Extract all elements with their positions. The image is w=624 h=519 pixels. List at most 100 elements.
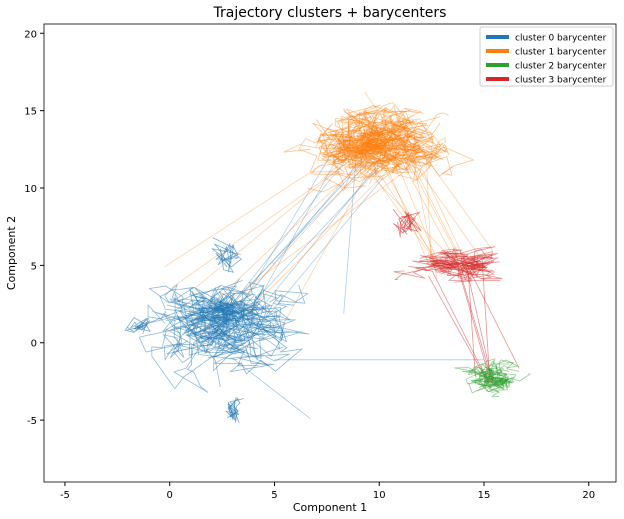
cluster-1-link: [394, 147, 462, 272]
cluster-1-link: [222, 137, 391, 321]
cluster-1-link: [367, 155, 441, 266]
cluster-3-trajectory: [394, 261, 496, 281]
cluster-1-trajectory: [356, 134, 425, 172]
cluster-1-trajectory: [283, 144, 386, 162]
cluster-1-link: [363, 91, 480, 256]
cluster-1-trajectory: [386, 112, 428, 161]
cluster-2-trajectory: [465, 373, 498, 388]
cluster-2-trajectory: [482, 378, 509, 389]
cluster-1-trajectory: [367, 120, 406, 150]
cluster-0-trajectory: [245, 310, 281, 335]
cluster-0-trajectory: [181, 300, 236, 332]
cluster-2-trajectory: [478, 366, 531, 382]
x-tick-label: 15: [478, 490, 491, 501]
x-axis-label: Component 1: [293, 501, 367, 514]
cluster-1-link: [202, 142, 445, 321]
cluster-1-trajectory: [324, 105, 399, 165]
cluster-0-link: [343, 144, 358, 314]
cluster-0-trajectory: [164, 284, 204, 311]
cluster-1-trajectory: [381, 107, 424, 152]
cluster-1-trajectory: [315, 119, 386, 146]
cluster-1-trajectory: [329, 123, 388, 158]
cluster-0-link: [217, 142, 339, 345]
cluster-0-trajectory: [218, 315, 286, 355]
cluster-0-link: [213, 151, 353, 328]
x-tick-label: 0: [167, 490, 173, 501]
cluster-1-trajectory: [426, 137, 475, 177]
y-tick-label: 0: [31, 339, 37, 350]
cluster-1-trajectory: [350, 119, 412, 156]
cluster-1-link: [194, 134, 380, 289]
legend-label: cluster 2 barycenter: [515, 62, 607, 72]
cluster-1-trajectory: [312, 122, 346, 162]
cluster-0-link: [250, 177, 384, 338]
y-axis-label: Component 2: [5, 216, 18, 290]
cluster-1-trajectory: [360, 110, 412, 147]
cluster-0-link: [243, 137, 349, 328]
cluster-1-trajectory: [353, 125, 406, 162]
x-tick-label: 10: [373, 490, 386, 501]
cluster-1-trajectory: [397, 117, 429, 150]
cluster-1-trajectory: [336, 108, 396, 142]
cluster-1-trajectory: [332, 150, 368, 177]
cluster-2-trajectory: [479, 370, 500, 397]
cluster-1-trajectory: [394, 122, 442, 162]
cluster-0-trajectory: [214, 243, 235, 273]
cluster-1-trajectory: [322, 121, 395, 159]
plot-frame: [43, 23, 617, 483]
cluster-1-link: [169, 130, 394, 290]
cluster-1-trajectory: [359, 119, 415, 148]
cluster-0-trajectory: [238, 285, 309, 319]
cluster-3-link: [465, 265, 494, 383]
cluster-1-trajectory: [361, 124, 400, 164]
cluster-1-trajectory: [344, 135, 425, 179]
cluster-0-trajectory: [127, 317, 148, 333]
axis-ticks: -5 0 5 10 15 20 -5 0 5 10 15 20: [24, 29, 595, 501]
cluster-0-trajectory: [169, 316, 271, 347]
cluster-3-trajectory: [437, 246, 496, 261]
cluster-0-trajectory: [230, 334, 281, 367]
cluster-1-trajectory: [379, 137, 444, 170]
cluster-1-trajectory: [347, 142, 401, 172]
cluster-1-trajectory: [362, 120, 418, 157]
cluster-1-trajectory: [357, 137, 390, 154]
cluster-1-trajectory: [316, 134, 374, 189]
cluster-1-trajectory: [322, 130, 415, 170]
cluster-1-link: [426, 160, 432, 267]
cluster-0-trajectory: [147, 304, 182, 359]
cluster-1-trajectory: [298, 137, 356, 175]
cluster-0-trajectory: [224, 406, 240, 421]
cluster-1-trajectory: [402, 112, 449, 147]
cluster-0-trajectory: [181, 313, 238, 337]
cluster-1-trajectory: [317, 122, 369, 165]
cluster-1-trajectory: [331, 104, 417, 154]
trajectories: [124, 91, 531, 424]
cluster-1-trajectory: [342, 129, 417, 167]
cluster-0-trajectory: [124, 316, 146, 333]
x-tick-label: 5: [271, 490, 277, 501]
cluster-1-trajectory: [361, 131, 407, 153]
cluster-1-trajectory: [331, 104, 394, 150]
cluster-1-trajectory: [346, 109, 389, 146]
cluster-1-trajectory: [366, 120, 394, 156]
cluster-1-trajectory: [342, 108, 403, 146]
cluster-1-trajectory: [325, 133, 356, 159]
legend-label: cluster 3 barycenter: [515, 76, 607, 86]
cluster-3-link: [427, 275, 489, 383]
cluster-1-trajectory: [331, 121, 391, 163]
cluster-3-trajectory: [429, 251, 456, 264]
cluster-1-trajectory: [365, 137, 418, 167]
cluster-3-link: [467, 262, 476, 377]
cluster-1-trajectory: [342, 121, 386, 162]
cluster-1-trajectory: [341, 111, 401, 150]
cluster-1-trajectory: [359, 114, 424, 184]
cluster-1-link: [202, 114, 413, 313]
y-tick-label: 15: [24, 107, 37, 118]
cluster-3-trajectory: [393, 217, 416, 235]
cluster-1-trajectory: [365, 131, 438, 160]
cluster-1-trajectory: [342, 133, 423, 170]
cluster-1-trajectory: [307, 161, 388, 193]
cluster-3-trajectory: [392, 209, 413, 233]
